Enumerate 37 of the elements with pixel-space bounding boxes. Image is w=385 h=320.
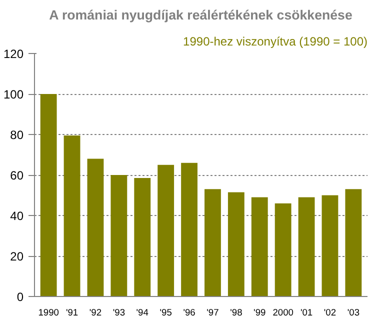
bar bbox=[228, 192, 244, 296]
y-tick-label: 120 bbox=[3, 47, 24, 61]
x-tick-label: '94 bbox=[136, 308, 148, 318]
x-tick-label: '96 bbox=[183, 308, 196, 318]
x-tick-label: 2000 bbox=[272, 308, 294, 318]
bar bbox=[345, 189, 362, 296]
x-tick-label: '97 bbox=[206, 308, 219, 318]
bar bbox=[87, 158, 104, 296]
bar bbox=[251, 197, 268, 296]
bar bbox=[158, 164, 174, 296]
bar bbox=[204, 189, 221, 296]
y-tick-label: 80 bbox=[10, 128, 24, 142]
bar bbox=[134, 178, 151, 296]
x-tick-label: '95 bbox=[160, 308, 172, 318]
y-tick-label: 100 bbox=[3, 88, 24, 102]
x-tick-label: '01 bbox=[300, 308, 313, 318]
bar bbox=[40, 94, 57, 296]
y-tick-label: 60 bbox=[10, 168, 24, 182]
bar bbox=[181, 162, 198, 296]
bar bbox=[322, 195, 338, 296]
x-tick-label: '03 bbox=[347, 308, 360, 318]
bar bbox=[298, 197, 315, 296]
bar bbox=[274, 203, 292, 296]
chart-subtitle: 1990-hez viszonyítva (1990 = 100) bbox=[183, 34, 368, 48]
y-tick-label: 40 bbox=[10, 209, 24, 223]
x-tick-label: 1990 bbox=[38, 308, 59, 318]
bar bbox=[110, 175, 128, 296]
x-tick-label: '91 bbox=[66, 308, 78, 318]
y-tick-label: 20 bbox=[10, 250, 24, 264]
x-tick-label: '92 bbox=[89, 308, 102, 318]
x-tick-label: '02 bbox=[324, 308, 336, 318]
bar bbox=[64, 136, 80, 296]
x-tick-label: '98 bbox=[230, 308, 242, 318]
y-tick-label: 0 bbox=[16, 290, 24, 304]
x-tick-label: '93 bbox=[112, 308, 126, 318]
chart-title: A romániai nyugdíjak reálértékének csökkenése bbox=[49, 8, 352, 22]
x-tick-label: '99 bbox=[254, 308, 266, 318]
